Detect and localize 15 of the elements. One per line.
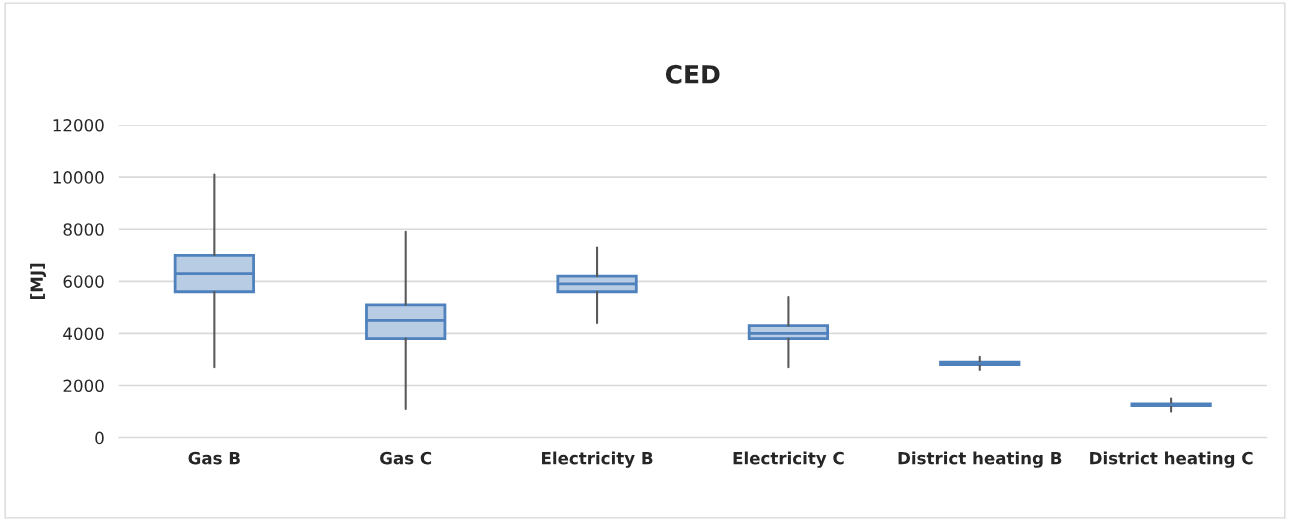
y-tick-label: 8000 [63,223,104,236]
x-tick-label: District heating B [898,451,1062,468]
y-tick-label: 2000 [63,379,104,393]
y-axis-title: [MJ] [30,263,47,299]
x-tick-label: Gas B [188,451,240,465]
y-tick-label: 10000 [53,171,104,184]
x-tick-label: Gas C [380,451,432,465]
x-tick-label: Electricity C [733,451,844,468]
x-tick-label: District heating C [1090,451,1253,468]
y-tick-label: 6000 [63,275,104,288]
x-tick-label: Electricity B [542,451,653,468]
chart-title: CED [665,64,720,84]
y-tick-label: 0 [95,431,104,445]
y-tick-label: 12000 [53,119,104,132]
y-tick-label: 4000 [63,327,104,341]
